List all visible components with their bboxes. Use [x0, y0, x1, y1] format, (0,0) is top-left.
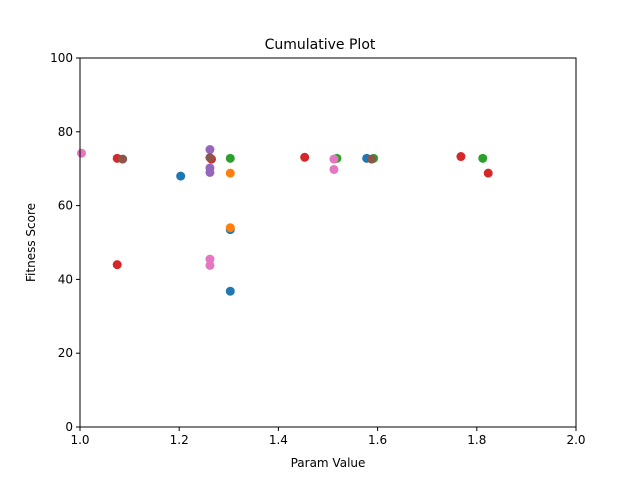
y-tick-label-5: 100 — [50, 51, 73, 65]
data-point-s1-0 — [225, 168, 235, 178]
x-tick-label-3: 1.6 — [368, 433, 387, 447]
y-axis-label: Fitness Score — [24, 203, 38, 282]
data-point-s0-2 — [225, 286, 235, 296]
data-point-s6-3 — [329, 154, 339, 164]
y-tick-label-2: 40 — [58, 272, 73, 286]
data-point-s3-5 — [483, 168, 493, 178]
data-point-s2-0 — [225, 153, 235, 163]
x-tick-label-1: 1.2 — [170, 433, 189, 447]
x-tick-label-2: 1.4 — [269, 433, 288, 447]
y-tick-label-3: 60 — [58, 199, 73, 213]
chart-title: Cumulative Plot — [265, 37, 376, 53]
data-point-s4-0 — [205, 145, 215, 155]
y-tick-label-0: 0 — [65, 420, 73, 434]
y-axis: 0 20 40 60 80 100 — [50, 51, 80, 434]
data-point-s6-0 — [76, 148, 86, 158]
data-point-s5-1 — [205, 153, 215, 163]
x-tick-label-5: 2.0 — [566, 433, 585, 447]
plot-frame — [79, 57, 577, 428]
data-point-s6-4 — [329, 164, 339, 174]
points-layer — [76, 145, 493, 296]
data-point-s4-2 — [205, 167, 215, 177]
data-point-s1-1 — [225, 223, 235, 233]
data-point-s3-4 — [456, 152, 466, 162]
x-axis-label: Param Value — [291, 456, 366, 470]
data-point-s6-2 — [205, 260, 215, 270]
data-point-s2-3 — [478, 153, 488, 163]
data-point-s3-1 — [112, 260, 122, 270]
y-tick-label-4: 80 — [58, 125, 73, 139]
x-tick-label-4: 1.8 — [467, 433, 486, 447]
x-axis: 1.0 1.2 1.4 1.6 1.8 2.0 — [70, 427, 586, 447]
data-point-s3-3 — [300, 152, 310, 162]
data-point-s6-1 — [205, 254, 215, 264]
y-tick-label-1: 20 — [58, 346, 73, 360]
data-point-s5-0 — [118, 154, 128, 164]
data-point-s0-0 — [176, 171, 186, 181]
data-point-s5-2 — [367, 154, 377, 164]
x-tick-label-0: 1.0 — [70, 433, 89, 447]
